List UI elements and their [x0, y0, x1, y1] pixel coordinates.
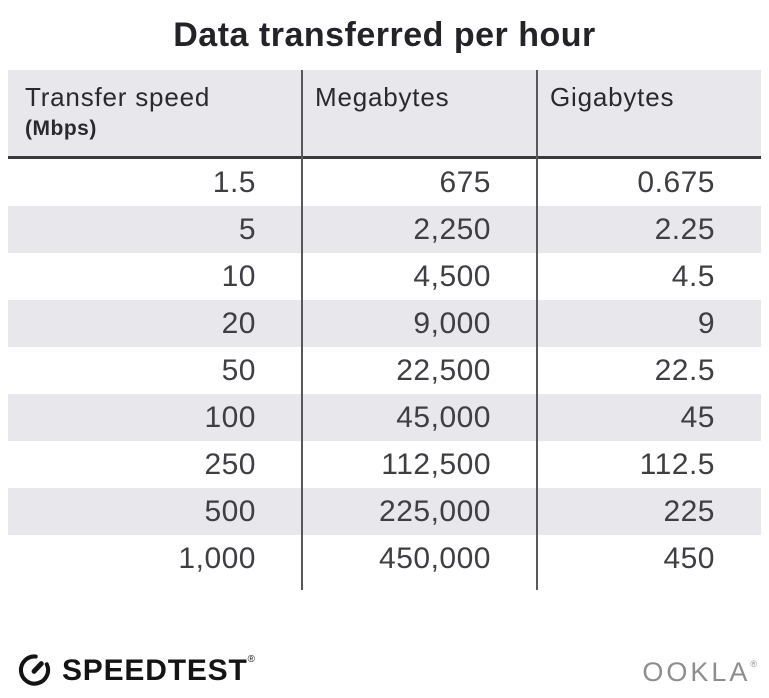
speedtest-wordmark: SPEEDTEST®	[62, 653, 255, 687]
header-label: Gigabytes	[550, 82, 675, 112]
chart-title: Data transferred per hour	[173, 16, 596, 54]
table-cell: 500	[204, 494, 256, 528]
header-cell-transfer-speed: Transfer speed (Mbps)	[8, 70, 302, 156]
table-header-row: Transfer speed (Mbps) Megabytes Gigabyte…	[8, 70, 761, 159]
table-cell: 4.5	[671, 259, 715, 293]
table-cell: 112,500	[381, 447, 491, 481]
table-cell: 225	[663, 494, 715, 528]
table-cell: 450,000	[379, 541, 491, 575]
table-row: 50 22,500 22.5	[8, 347, 761, 394]
table-cell: 5	[238, 212, 256, 246]
table-row: 100 45,000 45	[8, 394, 761, 441]
column-divider	[301, 70, 303, 590]
table-row: 250 112,500 112.5	[8, 441, 761, 488]
table-cell: 0.675	[637, 165, 715, 199]
header-label: Megabytes	[315, 82, 450, 112]
table-cell: 4,500	[413, 259, 491, 293]
data-table: Transfer speed (Mbps) Megabytes Gigabyte…	[8, 70, 761, 590]
table-cell: 250	[204, 447, 256, 481]
header-cell-gigabytes: Gigabytes	[537, 70, 761, 156]
table-cell: 1,000	[178, 541, 256, 575]
table-body: 1.5 675 0.675 5 2,250 2.25 10 4,500 4.5 20 9,000 9 5…	[8, 159, 761, 582]
table-row: 500 225,000 225	[8, 488, 761, 535]
table-cell: 2,250	[413, 212, 491, 246]
table-row: 1.5 675 0.675	[8, 159, 761, 206]
table-row: 10 4,500 4.5	[8, 253, 761, 300]
table-cell: 225,000	[379, 494, 491, 528]
speedometer-gauge-icon	[18, 654, 51, 686]
table-row: 1,000 450,000 450	[8, 535, 761, 582]
table-cell: 45	[680, 400, 715, 434]
table-cell: 20	[221, 306, 256, 340]
speedtest-label: SPEEDTEST	[62, 653, 248, 687]
table-cell: 22,500	[396, 353, 491, 387]
table-cell: 450	[663, 541, 715, 575]
ookla-label: OOKLA	[642, 657, 751, 687]
registered-trademark-icon: ®	[750, 659, 757, 669]
header-label: Transfer speed	[25, 82, 211, 112]
table-cell: 9,000	[413, 306, 491, 340]
table-cell: 112.5	[639, 447, 715, 481]
table-cell: 9	[697, 306, 715, 340]
table-row: 20 9,000 9	[8, 300, 761, 347]
table-cell: 100	[204, 400, 256, 434]
registered-trademark-icon: ®	[247, 653, 255, 665]
column-divider	[536, 70, 538, 590]
header-cell-megabytes: Megabytes	[302, 70, 537, 156]
table-cell: 45,000	[396, 400, 491, 434]
table-row: 5 2,250 2.25	[8, 206, 761, 253]
table-cell: 1.5	[212, 165, 256, 199]
table-cell: 22.5	[654, 353, 715, 387]
footer: SPEEDTEST® OOKLA®	[0, 645, 769, 698]
table-cell: 50	[221, 353, 256, 387]
header-sublabel: (Mbps)	[25, 117, 97, 140]
table-cell: 675	[439, 165, 491, 199]
table-cell: 2.25	[654, 212, 715, 246]
speedtest-logo: SPEEDTEST®	[16, 651, 255, 689]
table-cell: 10	[221, 259, 256, 293]
ookla-logo: OOKLA®	[642, 659, 757, 686]
